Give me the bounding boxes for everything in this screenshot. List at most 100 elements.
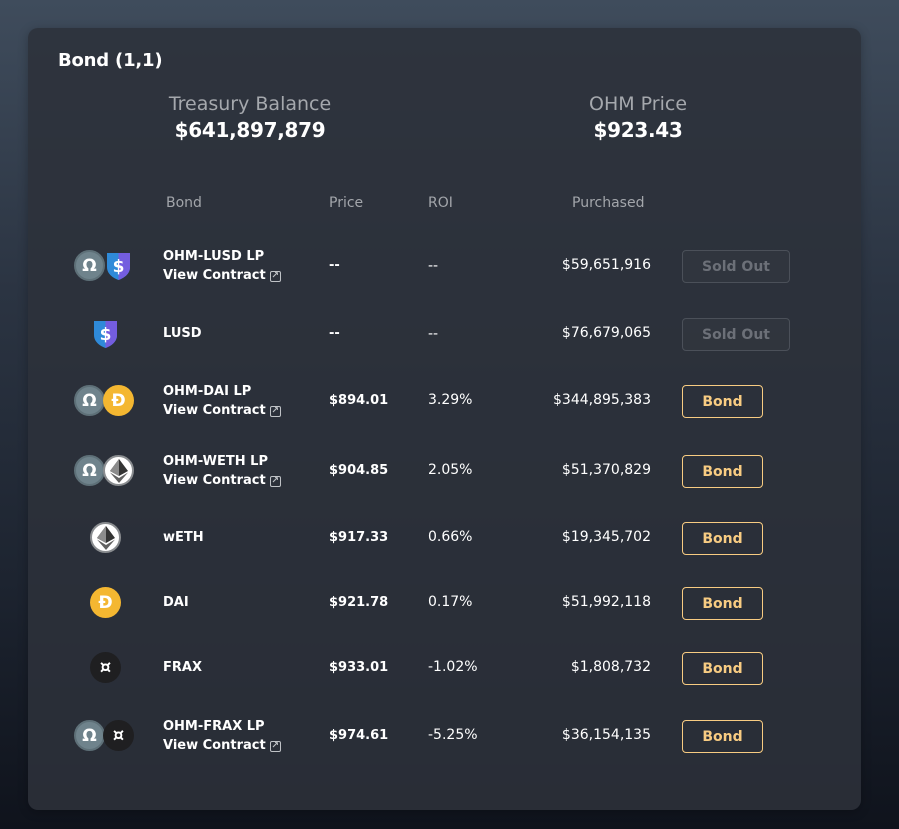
bond-roi: 3.29% xyxy=(428,392,473,408)
token-icons: Ω $ xyxy=(74,250,138,282)
bond-button[interactable]: Bond xyxy=(682,587,763,620)
bond-row-weth[interactable]: wETH $917.33 0.66% $19,345,702 Bond xyxy=(28,518,861,558)
bond-row-frax[interactable]: ¤ FRAX $933.01 -1.02% $1,808,732 Bond xyxy=(28,648,861,688)
header-roi: ROI xyxy=(428,195,453,211)
ohm-token-icon: Ω xyxy=(74,385,105,416)
card-title: Bond (1,1) xyxy=(58,50,163,71)
bond-button[interactable]: Bond xyxy=(682,720,763,753)
sold-out-button[interactable]: Sold Out xyxy=(682,250,790,283)
treasury-balance-label: Treasury Balance xyxy=(168,93,332,115)
bond-row-ohm-frax-lp[interactable]: Ω ¤ OHM-FRAX LP View Contract ↗ $974.61 -… xyxy=(28,716,861,756)
bond-roi: -1.02% xyxy=(428,659,478,675)
header-bond: Bond xyxy=(166,195,202,211)
bond-roi: -5.25% xyxy=(428,727,478,743)
bond-price: $904.85 xyxy=(329,463,389,478)
ohm-token-icon: Ω xyxy=(74,455,105,486)
bond-roi: -- xyxy=(428,258,439,274)
bond-name: OHM-LUSD LP xyxy=(163,249,265,264)
ohm-price-value: $923.43 xyxy=(593,118,683,142)
bond-purchased: $36,154,135 xyxy=(561,727,651,743)
bond-row-ohm-weth-lp[interactable]: Ω OHM-WETH LP View Contract ↗ $904.85 2.0… xyxy=(28,451,861,491)
bond-row-ohm-lusd-lp[interactable]: Ω $ OHM-LUSD LP View Contract ↗ -- -- $59… xyxy=(28,246,861,286)
view-contract-label[interactable]: View Contract xyxy=(163,403,266,418)
token-icons: $ xyxy=(74,318,138,350)
bond-name-block: OHM-LUSD LP View Contract ↗ xyxy=(163,247,281,285)
token-icons: Ω ¤ xyxy=(74,720,138,752)
bond-purchased: $1,808,732 xyxy=(570,659,651,675)
bond-name: OHM-WETH LP xyxy=(163,454,268,469)
dai-token-icon: Ð xyxy=(90,587,121,618)
bond-name: DAI xyxy=(163,595,189,610)
bond-name-block: OHM-DAI LP View Contract ↗ xyxy=(163,382,281,420)
ohm-price-label: OHM Price xyxy=(588,93,688,115)
bond-roi: 0.17% xyxy=(428,594,473,610)
bond-row-dai[interactable]: Ð DAI $921.78 0.17% $51,992,118 Bond xyxy=(28,583,861,623)
bond-name: OHM-DAI LP xyxy=(163,384,252,399)
svg-text:$: $ xyxy=(100,325,112,345)
bond-name: wETH xyxy=(163,530,204,545)
bond-price: -- xyxy=(329,258,340,273)
view-contract-label[interactable]: View Contract xyxy=(163,738,266,753)
treasury-balance-value: $641,897,879 xyxy=(174,118,326,142)
bond-button[interactable]: Bond xyxy=(682,652,763,685)
bond-button[interactable]: Bond xyxy=(682,385,763,418)
frax-token-icon: ¤ xyxy=(90,652,121,683)
bond-name: LUSD xyxy=(163,326,202,341)
bond-name-block: OHM-FRAX LP View Contract ↗ xyxy=(163,717,281,755)
view-contract-link[interactable]: View Contract ↗ xyxy=(163,267,281,285)
ohm-price: OHM Price $923.43 xyxy=(538,92,738,144)
bond-purchased: $76,679,065 xyxy=(561,325,651,341)
bond-purchased: $59,651,916 xyxy=(561,257,651,273)
bond-row-ohm-dai-lp[interactable]: Ω Ð OHM-DAI LP View Contract ↗ $894.01 3.… xyxy=(28,381,861,421)
view-contract-label[interactable]: View Contract xyxy=(163,268,266,283)
bond-price: $921.78 xyxy=(329,595,389,610)
bond-price: -- xyxy=(329,326,340,341)
bond-card: Bond (1,1) Treasury Balance $641,897,879… xyxy=(28,28,861,810)
bond-button[interactable]: Bond xyxy=(682,455,763,488)
lusd-token-icon: $ xyxy=(90,318,121,349)
bond-price: $917.33 xyxy=(329,530,389,545)
eth-token-icon xyxy=(90,522,121,553)
treasury-balance: Treasury Balance $641,897,879 xyxy=(150,92,350,144)
dai-token-icon: Ð xyxy=(103,385,134,416)
external-link-icon[interactable]: ↗ xyxy=(269,475,281,487)
lusd-token-icon: $ xyxy=(103,250,134,281)
bond-name: FRAX xyxy=(163,660,202,675)
token-icons xyxy=(74,522,138,554)
token-icons: Ω Ð xyxy=(74,385,138,417)
view-contract-label[interactable]: View Contract xyxy=(163,473,266,488)
view-contract-link[interactable]: View Contract ↗ xyxy=(163,737,281,755)
bond-purchased: $51,992,118 xyxy=(561,594,651,610)
view-contract-link[interactable]: View Contract ↗ xyxy=(163,472,281,490)
bond-name-block: FRAX xyxy=(163,658,202,678)
bond-price: $974.61 xyxy=(329,728,389,743)
bond-button[interactable]: Bond xyxy=(682,522,763,555)
token-icons: Ω xyxy=(74,455,138,487)
view-contract-link[interactable]: View Contract ↗ xyxy=(163,402,281,420)
external-link-icon[interactable]: ↗ xyxy=(269,405,281,417)
bond-row-lusd[interactable]: $ LUSD -- -- $76,679,065 Sold Out xyxy=(28,314,861,354)
ohm-token-icon: Ω xyxy=(74,250,105,281)
header-price: Price xyxy=(329,195,364,211)
bond-price: $894.01 xyxy=(329,393,389,408)
svg-text:$: $ xyxy=(113,257,125,277)
header-purchased: Purchased xyxy=(572,195,645,211)
bond-purchased: $19,345,702 xyxy=(561,529,651,545)
token-icons: ¤ xyxy=(74,652,138,684)
external-link-icon[interactable]: ↗ xyxy=(269,270,281,282)
external-link-icon[interactable]: ↗ xyxy=(269,740,281,752)
frax-token-icon: ¤ xyxy=(103,720,134,751)
bond-price: $933.01 xyxy=(329,660,389,675)
bond-purchased: $51,370,829 xyxy=(561,462,651,478)
sold-out-button[interactable]: Sold Out xyxy=(682,318,790,351)
bond-roi: -- xyxy=(428,326,439,342)
token-icons: Ð xyxy=(74,587,138,619)
bond-name-block: OHM-WETH LP View Contract ↗ xyxy=(163,452,281,490)
bond-name: OHM-FRAX LP xyxy=(163,719,265,734)
bond-name-block: LUSD xyxy=(163,324,202,344)
bond-purchased: $344,895,383 xyxy=(553,392,651,408)
eth-token-icon xyxy=(103,455,134,486)
bond-roi: 0.66% xyxy=(428,529,473,545)
bond-name-block: DAI xyxy=(163,593,189,613)
bond-roi: 2.05% xyxy=(428,462,473,478)
